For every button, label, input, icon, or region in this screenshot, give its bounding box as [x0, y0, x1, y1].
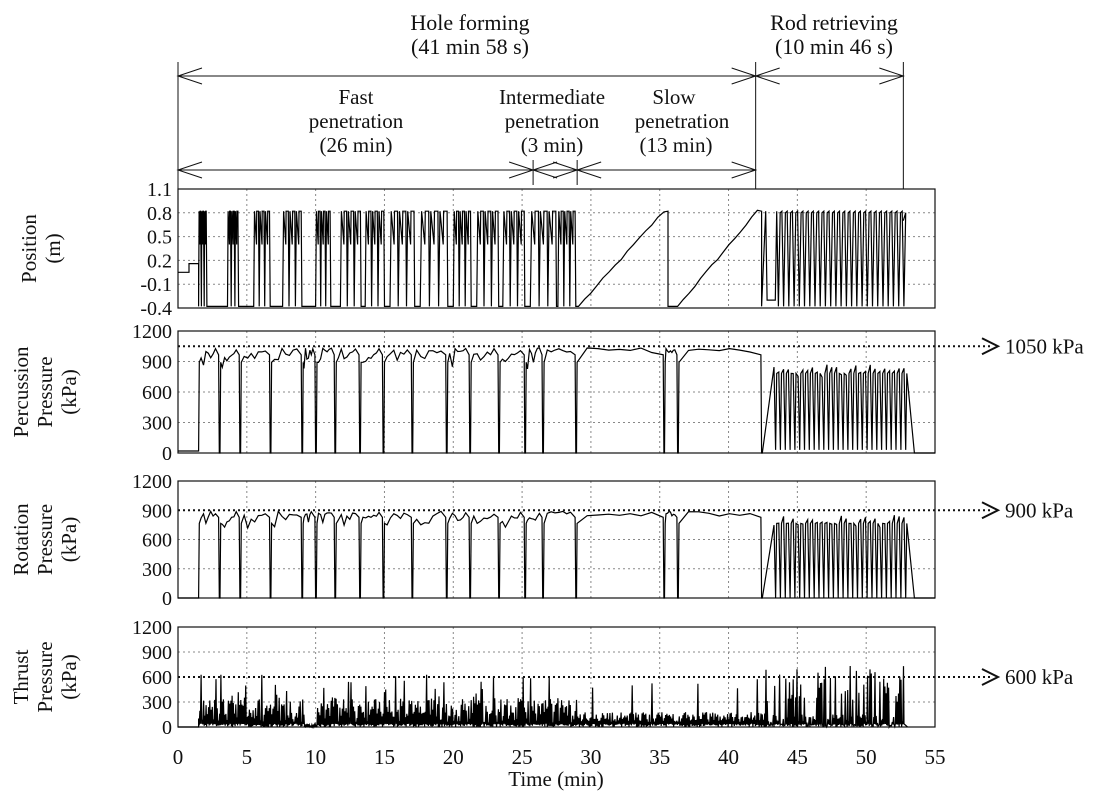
intermediate-label-2: penetration	[505, 109, 600, 133]
chart-panels: 1.10.80.50.2-0.1-0.4 Position (m) 1200 900 60…	[9, 179, 1084, 739]
y-tick-label: 1200	[132, 617, 172, 639]
y-tick-label: 600	[142, 667, 172, 689]
intermediate-label-3: (3 min)	[521, 133, 583, 157]
series-line-thrust	[178, 665, 908, 730]
y-tick-label: -0.4	[140, 298, 172, 320]
y-axis-label: (kPa)	[57, 654, 81, 700]
y-tick-label: 300	[142, 413, 172, 435]
fast-label-2: penetration	[309, 109, 404, 133]
arrow-intermediate-head-left	[531, 161, 558, 179]
x-tick-label: 55	[925, 745, 946, 769]
panel-frame	[177, 480, 936, 599]
y-axis-label: Rotation	[9, 503, 33, 576]
rod-retrieving-duration: (10 min 46 s)	[775, 34, 893, 59]
y-axis-label: (kPa)	[57, 369, 81, 415]
x-tick-label: 50	[856, 745, 877, 769]
x-tick-label: 40	[718, 745, 739, 769]
y-tick-label: 0	[162, 588, 172, 610]
y-axis-label: (kPa)	[57, 517, 81, 563]
slow-label-2: penetration	[635, 109, 730, 133]
y-tick-label: 0	[162, 443, 172, 465]
y-tick-label: 1200	[132, 321, 172, 343]
fast-label-1: Fast	[338, 85, 373, 109]
panel-position: 1.10.80.50.2-0.1-0.4 Position (m)	[17, 179, 936, 320]
y-tick-label: 600	[142, 382, 172, 404]
threshold-arrow	[981, 501, 1001, 520]
y-tick-label: 0	[162, 717, 172, 739]
series-line-percussion	[178, 346, 935, 454]
slow-label-1: Slow	[652, 85, 696, 109]
y-axis-label: Pressure	[33, 356, 57, 427]
x-tick-label: 25	[512, 745, 533, 769]
panel-frame	[177, 330, 936, 454]
x-tick-label: 10	[305, 745, 326, 769]
threshold-label: 900 kPa	[1005, 498, 1074, 522]
y-tick-label: 0.2	[147, 250, 172, 272]
y-axis-label: (m)	[41, 233, 65, 263]
arrow-fast-head-left	[176, 161, 203, 179]
y-tick-label: 300	[142, 692, 172, 714]
y-axis-label: Thrust	[9, 649, 33, 704]
x-axis-label: Time (min)	[508, 767, 603, 791]
x-tick-label: 5	[242, 745, 253, 769]
y-tick-label: 0.5	[147, 227, 172, 249]
x-tick-label: 30	[580, 745, 601, 769]
y-tick-label: 900	[142, 352, 172, 374]
series-line-position	[178, 209, 907, 307]
y-tick-label: 600	[142, 530, 172, 552]
y-tick-label: 1.1	[147, 179, 172, 201]
arrow-slow-head-right	[731, 161, 758, 179]
x-tick-label: 15	[374, 745, 395, 769]
x-tick-label: 0	[173, 745, 184, 769]
x-tick-label: 35	[649, 745, 670, 769]
y-tick-label: 900	[142, 642, 172, 664]
y-tick-label: -0.1	[140, 274, 172, 296]
hole-forming-duration: (41 min 58 s)	[411, 34, 529, 59]
panel-thrust: 1200 900 600 300 0 Thrust Pressure (kPa) 600 kPa	[9, 617, 1074, 739]
arrow-rod-retrieving-head-left	[754, 67, 780, 85]
y-axis-label: Position	[17, 214, 41, 283]
phase-arrows	[176, 62, 905, 189]
panel-percussion: 1200 900 600 300 0 Percussion Pressure (kPa) 105…	[9, 321, 1084, 465]
slow-label-3: (13 min)	[640, 133, 713, 157]
y-tick-label: 300	[142, 559, 172, 581]
x-tick-label: 20	[443, 745, 464, 769]
threshold-arrow	[981, 337, 1001, 356]
series-line-rotation	[178, 510, 935, 599]
panel-rotation: 1200 900 600 300 0 Rotation Pressure (kPa) 900 k…	[9, 471, 1074, 610]
y-tick-label: 0.8	[147, 203, 172, 225]
arrow-slow-head-left	[575, 161, 602, 179]
rod-retrieving-label: Rod retrieving	[770, 10, 898, 35]
y-axis-label: Percussion	[9, 346, 33, 437]
x-axis: Time (min) 0 5 10 15 20 25 30 35 40 45 50 55	[173, 745, 946, 791]
y-tick-label: 1200	[132, 471, 172, 493]
threshold-label: 600 kPa	[1005, 665, 1074, 689]
intermediate-label-1: Intermediate	[499, 85, 605, 109]
threshold-label: 1050 kPa	[1005, 334, 1084, 358]
phase-annotations: Hole forming (41 min 58 s) Rod retrievin…	[309, 10, 898, 157]
y-axis-label: Pressure	[33, 641, 57, 712]
arrow-rod-retrieving-head-right	[879, 67, 905, 85]
threshold-arrow	[981, 668, 1001, 686]
arrow-hole-forming-head-left	[176, 67, 203, 85]
x-tick-label: 45	[787, 745, 808, 769]
fast-label-3: (26 min)	[320, 133, 393, 157]
panel-frame	[177, 188, 936, 309]
hole-forming-label: Hole forming	[410, 10, 529, 35]
y-tick-label: 900	[142, 500, 172, 522]
y-axis-label: Pressure	[33, 504, 57, 575]
